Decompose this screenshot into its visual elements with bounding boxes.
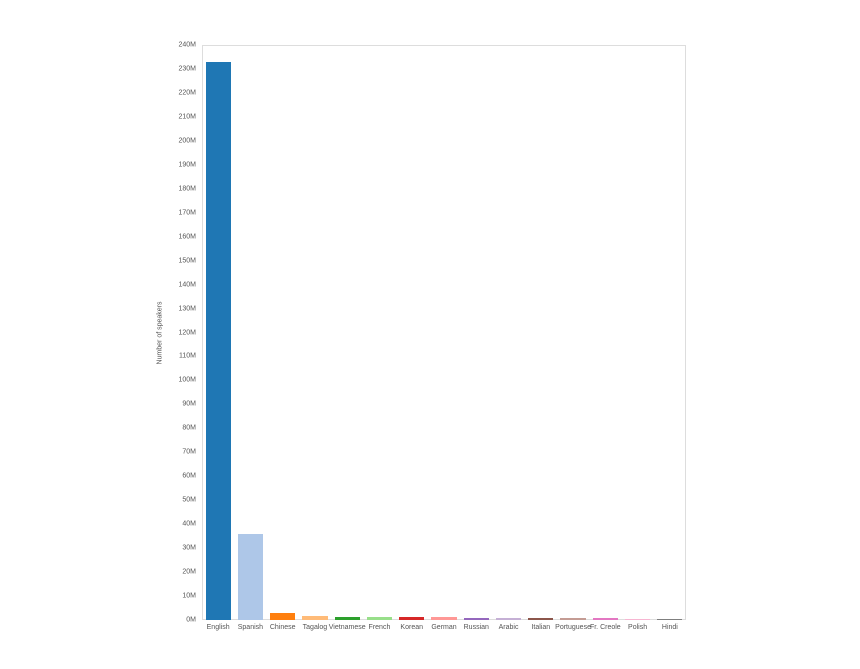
x-tick-label: Hindi [662, 624, 678, 631]
y-tick-label: 180M [172, 185, 196, 192]
x-tick-label: German [431, 624, 456, 631]
bar [238, 534, 263, 620]
x-tick-label: Vietnamese [329, 624, 366, 631]
bar [431, 617, 456, 620]
bar [367, 617, 392, 620]
y-tick-label: 60M [172, 473, 196, 480]
y-tick-label: 30M [172, 545, 196, 552]
x-tick-label: Fr. Creole [590, 624, 621, 631]
bar [560, 618, 585, 620]
y-tick-label: 110M [172, 353, 196, 360]
x-tick-label: Spanish [238, 624, 263, 631]
x-tick-label: English [207, 624, 230, 631]
bar [206, 62, 231, 620]
y-tick-label: 220M [172, 89, 196, 96]
chart-stage: 0M 10M 20M 30M 40M 50M 60M 70M 80M 90M 100M 110M 120… [0, 0, 860, 669]
y-tick-label: 100M [172, 377, 196, 384]
y-tick-label: 170M [172, 209, 196, 216]
y-axis-label: Number of speakers [157, 301, 164, 364]
plot-area [202, 45, 686, 620]
y-tick-label: 80M [172, 425, 196, 432]
y-tick-label: 200M [172, 137, 196, 144]
x-tick-label: Polish [628, 624, 647, 631]
y-tick-label: 190M [172, 161, 196, 168]
x-tick-label: Arabic [499, 624, 519, 631]
y-tick-label: 210M [172, 113, 196, 120]
y-tick-label: 130M [172, 305, 196, 312]
y-tick-label: 0M [172, 617, 196, 624]
bar [302, 616, 327, 620]
x-tick-label: Chinese [270, 624, 296, 631]
y-tick-label: 50M [172, 497, 196, 504]
bar [464, 618, 489, 620]
y-tick-label: 160M [172, 233, 196, 240]
bar [335, 617, 360, 620]
x-tick-label: Korean [400, 624, 423, 631]
bar [625, 619, 650, 620]
x-tick-label: Italian [531, 624, 550, 631]
x-tick-label: Russian [464, 624, 489, 631]
y-tick-label: 90M [172, 401, 196, 408]
bar [496, 618, 521, 620]
y-tick-label: 120M [172, 329, 196, 336]
y-tick-label: 20M [172, 569, 196, 576]
y-tick-label: 150M [172, 257, 196, 264]
y-tick-label: 10M [172, 593, 196, 600]
x-tick-label: Portuguese [555, 624, 591, 631]
y-tick-label: 230M [172, 65, 196, 72]
x-tick-label: French [369, 624, 391, 631]
y-tick-label: 240M [172, 42, 196, 49]
bar [593, 618, 618, 620]
bar [399, 617, 424, 620]
y-tick-label: 40M [172, 521, 196, 528]
bar [270, 613, 295, 620]
bar [657, 619, 682, 620]
y-tick-label: 70M [172, 449, 196, 456]
bar [528, 618, 553, 620]
y-tick-label: 140M [172, 281, 196, 288]
x-tick-label: Tagalog [303, 624, 328, 631]
